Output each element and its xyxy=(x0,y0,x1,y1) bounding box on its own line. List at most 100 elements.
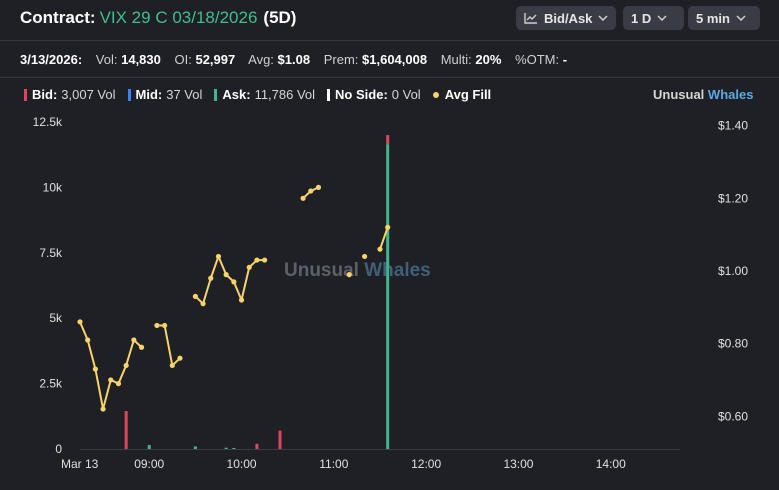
avg-fill-line xyxy=(379,227,389,250)
ask-volume-bar[interactable] xyxy=(224,447,228,449)
price-tick-label: $1.20 xyxy=(718,191,748,205)
avg-fill-point[interactable] xyxy=(192,293,198,299)
avg-fill-point[interactable] xyxy=(238,297,245,303)
ask-volume-bar[interactable] xyxy=(147,445,151,449)
bid-volume-bar[interactable] xyxy=(278,430,282,449)
bid-volume-bar[interactable] xyxy=(124,411,128,449)
time-tick-label: Mar 13 xyxy=(61,457,99,471)
brand-logo-text[interactable]: Unusual Whales xyxy=(653,87,753,102)
avg-fill-point[interactable] xyxy=(92,366,98,372)
chevron-down-icon xyxy=(657,15,667,21)
open-interest-value: 52,997 xyxy=(195,52,236,67)
chevron-down-icon xyxy=(736,15,746,21)
avg-fill-point[interactable] xyxy=(85,337,91,343)
bid-swatch xyxy=(24,88,27,101)
price-tick-label: $0.80 xyxy=(718,337,748,351)
open-interest-label: OI: xyxy=(174,52,192,67)
time-tick-label: 09:00 xyxy=(134,457,164,471)
no-side-swatch xyxy=(327,88,331,101)
avg-fill-point[interactable] xyxy=(215,253,222,260)
avg-fill-point[interactable] xyxy=(162,322,168,329)
avg-fill-point[interactable] xyxy=(362,253,368,260)
bid-volume-bar[interactable] xyxy=(386,135,390,145)
avg-fill-point[interactable] xyxy=(200,301,206,307)
multi-label: Multi: xyxy=(440,52,472,67)
avg-fill-point[interactable] xyxy=(346,272,352,278)
legend-bid-value: 3,007 Vol xyxy=(61,87,116,102)
otm-label: %OTM: xyxy=(515,52,560,67)
stats-bar: 3/13/2026: Vol: 14,830 OI: 52,997 Avg: $… xyxy=(20,52,567,67)
time-tick-label: 10:00 xyxy=(227,457,257,471)
avg-fill-point[interactable] xyxy=(108,377,114,383)
avg-fill-point[interactable] xyxy=(169,362,175,369)
stats-divider xyxy=(0,77,779,78)
avg-fill-point[interactable] xyxy=(154,322,160,329)
stats-date: 3/13/2026: xyxy=(20,52,83,67)
ask-volume-bar[interactable] xyxy=(386,144,390,449)
avg-fill-line xyxy=(194,255,265,305)
mode-dropdown-value: Bid/Ask xyxy=(544,10,593,26)
legend-ask[interactable]: Ask: 11,786 Vol xyxy=(214,87,315,102)
brand-part-1: Unusual xyxy=(653,87,705,102)
legend-mid[interactable]: Mid: 37 Vol xyxy=(127,87,203,102)
days-to-expiry: (5D) xyxy=(263,8,297,27)
price-tick-label: $0.60 xyxy=(718,409,748,423)
time-tick-label: 13:00 xyxy=(503,457,533,471)
avg-fill-point[interactable] xyxy=(308,188,314,194)
legend-avg-fill-label: Avg Fill xyxy=(444,87,492,102)
legend-no-side-label: No Side: xyxy=(335,87,388,102)
volume-tick-label: 0 xyxy=(55,442,62,456)
multi-value: 20% xyxy=(475,52,502,67)
avg-fill-point[interactable] xyxy=(300,195,306,201)
premium-value: $1,604,008 xyxy=(362,52,428,67)
watermark-part-2: Whales xyxy=(364,260,431,281)
avg-fill-point[interactable] xyxy=(208,275,214,281)
legend-no-side[interactable]: No Side: 0 Vol xyxy=(327,87,421,102)
range-dropdown-value: 1 D xyxy=(631,10,652,26)
avg-fill-point[interactable] xyxy=(100,406,106,412)
contract-title: Contract: VIX 29 C 03/18/2026 (5D) xyxy=(20,8,296,28)
avg-fill-point[interactable] xyxy=(131,337,137,343)
volume-tick-label: 7.5k xyxy=(39,246,63,260)
volume-tick-label: 10k xyxy=(43,180,63,194)
volume-tick-label: 2.5k xyxy=(39,377,63,391)
ask-volume-bar[interactable] xyxy=(193,446,197,449)
legend-ask-label: Ask: xyxy=(222,87,251,102)
legend-bid[interactable]: Bid: 3,007 Vol xyxy=(24,87,116,102)
legend-avg-fill[interactable]: Avg Fill xyxy=(432,87,495,102)
chevron-down-icon xyxy=(598,15,608,21)
avg-fill-point[interactable] xyxy=(385,224,391,230)
avg-fill-point[interactable] xyxy=(254,257,260,263)
avg-fill-point[interactable] xyxy=(138,344,145,350)
watermark: Unusual Whales xyxy=(284,260,431,281)
header-divider xyxy=(0,40,779,41)
legend-ask-value: 11,786 Vol xyxy=(254,87,316,102)
legend-no-side-value: 0 Vol xyxy=(391,87,421,102)
interval-dropdown[interactable]: 5 min xyxy=(688,6,760,30)
average-value: $1.08 xyxy=(277,52,311,67)
avg-fill-point[interactable] xyxy=(315,184,322,190)
range-dropdown[interactable]: 1 D xyxy=(623,6,684,30)
price-tick-label: $1.00 xyxy=(718,264,748,278)
avg-fill-point[interactable] xyxy=(123,362,129,369)
avg-fill-point[interactable] xyxy=(77,319,83,325)
avg-fill-point[interactable] xyxy=(246,264,252,270)
premium-label: Prem: xyxy=(323,52,359,67)
avg-fill-point[interactable] xyxy=(177,355,183,361)
ask-swatch xyxy=(214,88,218,101)
avg-fill-point[interactable] xyxy=(231,279,237,285)
volume-value: 14,830 xyxy=(121,52,161,67)
avg-fill-point[interactable] xyxy=(223,272,229,278)
watermark-part-1: Unusual xyxy=(284,260,364,281)
bid-volume-bar[interactable] xyxy=(255,443,259,449)
ask-volume-bar[interactable] xyxy=(232,447,236,449)
contract-symbol[interactable]: VIX 29 C 03/18/2026 xyxy=(99,8,258,27)
price-tick-label: $1.40 xyxy=(718,119,748,133)
avg-fill-point[interactable] xyxy=(377,246,383,252)
avg-fill-point[interactable] xyxy=(115,381,122,387)
mode-dropdown[interactable]: Bid/Ask xyxy=(516,6,616,30)
avg-fill-point[interactable] xyxy=(262,257,268,263)
legend-mid-value: 37 Vol xyxy=(166,87,203,102)
mid-swatch xyxy=(127,88,131,101)
